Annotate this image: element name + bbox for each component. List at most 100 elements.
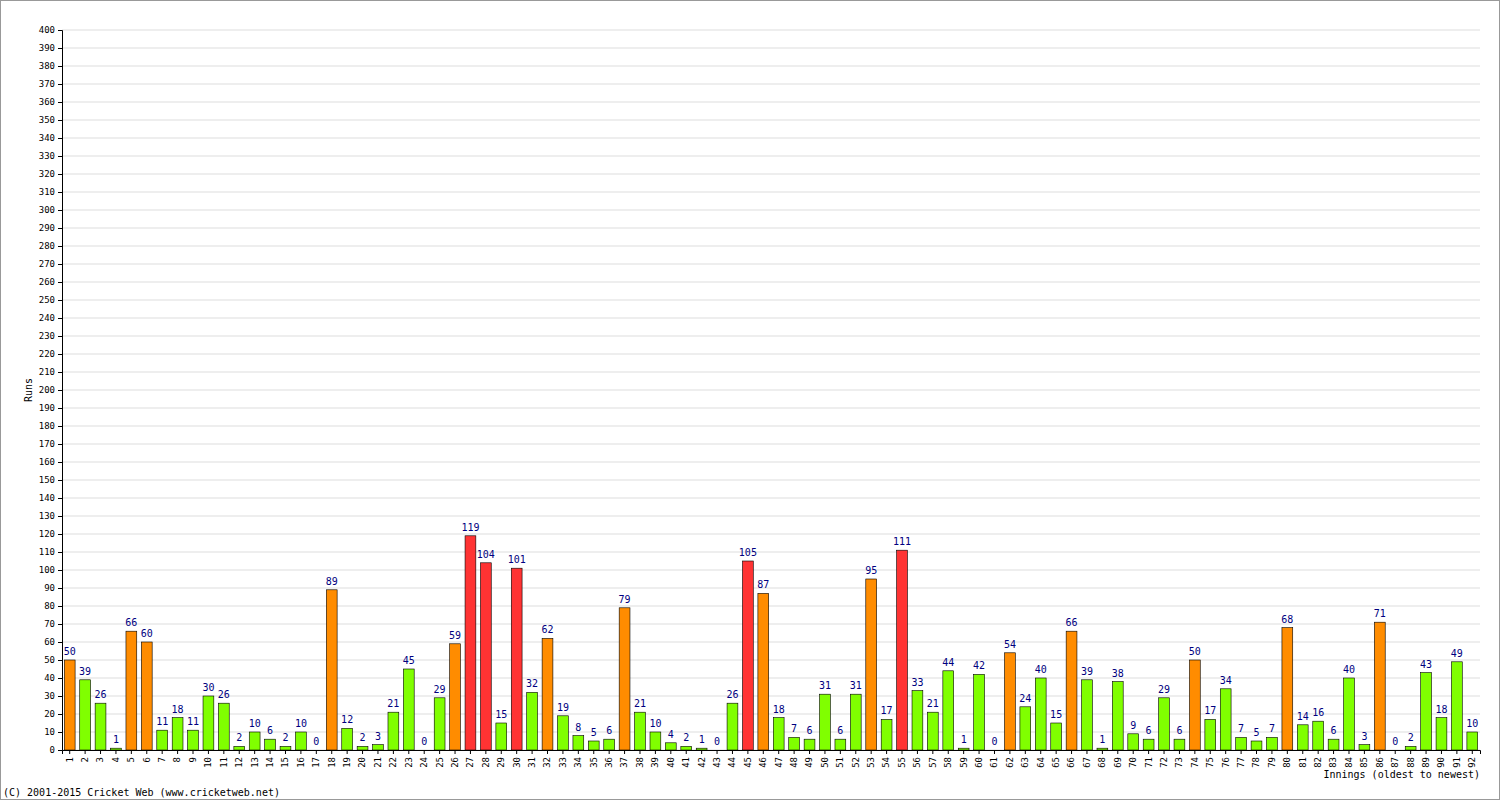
- bar: [573, 736, 584, 750]
- tick-label: 50: [44, 655, 55, 665]
- tick-label: 90: [44, 583, 55, 593]
- tick-label: 310: [39, 187, 55, 197]
- tick-mark: [300, 750, 301, 754]
- tick-label: 46: [758, 757, 768, 768]
- tick-label: 390: [39, 43, 55, 53]
- tick: 27: [465, 750, 475, 768]
- data-label: 19: [557, 702, 569, 713]
- data-label: 6: [267, 725, 273, 736]
- grid-line: [62, 498, 1480, 499]
- tick-label: 58: [943, 757, 953, 768]
- tick-label: 170: [39, 439, 55, 449]
- data-label: 105: [739, 547, 757, 558]
- data-label: 39: [1081, 666, 1093, 677]
- tick-label: 350: [39, 115, 55, 125]
- tick-mark: [1241, 750, 1242, 754]
- bar: [1390, 750, 1401, 751]
- bar: [1297, 725, 1308, 750]
- data-label: 60: [141, 628, 153, 639]
- tick: 6: [142, 750, 152, 762]
- data-label: 10: [649, 718, 661, 729]
- tick: 200: [39, 385, 62, 395]
- tick-label: 72: [1159, 757, 1169, 768]
- tick-mark: [578, 750, 579, 754]
- bar: [835, 739, 846, 750]
- grid-line: [62, 606, 1480, 607]
- data-label: 14: [1297, 711, 1309, 722]
- tick: 90: [44, 583, 62, 593]
- data-label: 11: [187, 716, 199, 727]
- tick: 70: [44, 619, 62, 629]
- tick-mark: [747, 750, 748, 754]
- tick-label: 300: [39, 205, 55, 215]
- bar: [527, 692, 538, 750]
- tick: 72: [1159, 750, 1169, 768]
- tick-mark: [763, 750, 764, 754]
- tick-label: 180: [39, 421, 55, 431]
- grid-line: [62, 624, 1480, 625]
- tick: 80: [1282, 750, 1292, 768]
- data-label: 11: [156, 716, 168, 727]
- tick-label: 36: [604, 757, 614, 768]
- tick: 76: [1221, 750, 1231, 768]
- bar: [218, 703, 229, 750]
- tick: 37: [619, 750, 629, 768]
- data-label: 34: [1220, 675, 1232, 686]
- bar: [604, 739, 615, 750]
- tick-mark: [58, 606, 62, 607]
- tick: 130: [39, 511, 62, 521]
- tick-label: 78: [1251, 757, 1261, 768]
- tick: 22: [388, 750, 398, 768]
- tick-label: 100: [39, 565, 55, 575]
- bar: [1421, 673, 1432, 750]
- tick-label: 55: [897, 757, 907, 768]
- tick-mark: [886, 750, 887, 754]
- plot: 0102030405060708090100110120130140150160…: [39, 25, 1481, 767]
- tick: 150: [39, 475, 62, 485]
- grid-line: [62, 714, 1480, 715]
- bar: [681, 746, 692, 750]
- tick-label: 42: [697, 757, 707, 768]
- tick-label: 40: [666, 757, 676, 768]
- bar: [742, 561, 753, 750]
- data-label: 44: [942, 657, 954, 668]
- data-label: 38: [1112, 668, 1124, 679]
- tick: 47: [774, 750, 784, 768]
- tick-label: 220: [39, 349, 55, 359]
- bar: [1205, 719, 1216, 750]
- tick-label: 370: [39, 79, 55, 89]
- tick: 29: [496, 750, 506, 768]
- tick-label: 62: [1005, 757, 1015, 768]
- grid-line: [62, 516, 1480, 517]
- tick: 220: [39, 349, 62, 359]
- bar: [1467, 732, 1478, 750]
- tick: 89: [1421, 750, 1431, 768]
- grid-line: [62, 444, 1480, 445]
- bar: [450, 644, 461, 750]
- tick-mark: [58, 498, 62, 499]
- tick: 180: [39, 421, 62, 431]
- data-label: 3: [375, 731, 381, 742]
- tick-mark: [902, 750, 903, 754]
- tick-label: 70: [1128, 757, 1138, 768]
- data-label: 15: [1050, 709, 1062, 720]
- bar: [1097, 748, 1108, 750]
- grid-line: [62, 552, 1480, 553]
- tick-label: 91: [1452, 757, 1462, 768]
- grid-line: [62, 210, 1480, 211]
- bar: [80, 680, 91, 750]
- tick-mark: [58, 552, 62, 553]
- tick-mark: [1194, 750, 1195, 754]
- data-label: 18: [172, 704, 184, 715]
- tick-mark: [58, 264, 62, 265]
- tick-mark: [58, 462, 62, 463]
- tick-mark: [254, 750, 255, 754]
- tick-mark: [917, 750, 918, 754]
- tick: 19: [342, 750, 352, 768]
- data-label: 50: [1189, 646, 1201, 657]
- tick: 17: [311, 750, 321, 768]
- tick-label: 60: [44, 637, 55, 647]
- bar: [820, 694, 831, 750]
- data-label: 42: [973, 660, 985, 671]
- tick-label: 4: [111, 757, 121, 762]
